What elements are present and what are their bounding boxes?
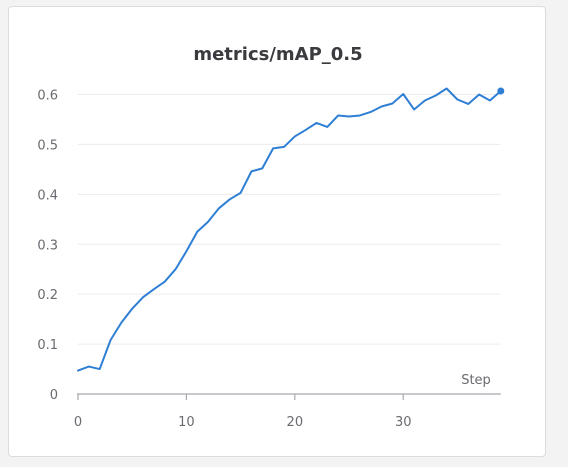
y-axis-ticks: 0 0.1 0.2 0.3 0.4 0.5 0.6	[37, 89, 58, 404]
x-axis-label: Step	[461, 373, 491, 388]
y-tick-label: 0.3	[37, 238, 58, 253]
y-tick-label: 0.2	[37, 288, 58, 303]
x-axis: 0 10 20 30	[74, 393, 501, 430]
last-data-point	[497, 87, 505, 95]
grid-lines	[78, 94, 501, 345]
y-tick-label: 0	[50, 388, 58, 403]
y-tick-label: 0.4	[37, 188, 58, 203]
x-tick-label: 20	[287, 415, 304, 430]
x-tick-label: 0	[74, 415, 82, 430]
x-tick-label: 30	[395, 415, 412, 430]
series-line	[77, 87, 502, 372]
chart-title: metrics/mAP_0.5	[193, 44, 363, 65]
y-tick-label: 0.1	[37, 338, 58, 353]
y-tick-label: 0.5	[37, 138, 58, 153]
chart-panel	[8, 6, 546, 457]
x-tick-label: 10	[178, 415, 195, 430]
y-tick-label: 0.6	[37, 89, 58, 104]
